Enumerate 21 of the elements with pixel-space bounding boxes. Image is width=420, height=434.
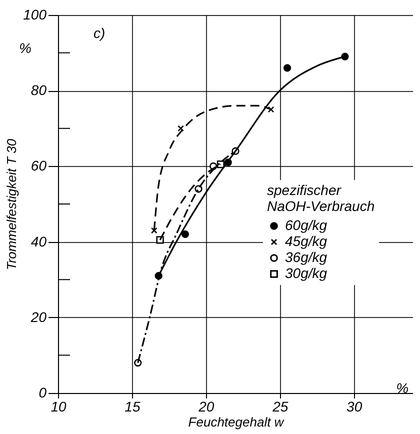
y-tick-label: 20 xyxy=(30,308,47,325)
legend-label: 36g/kg xyxy=(285,249,328,265)
x-tick-label: 15 xyxy=(124,398,140,414)
y-tick-label: 80 xyxy=(30,82,47,98)
legend-label: 45g/kg xyxy=(285,233,328,249)
text: % xyxy=(18,40,32,56)
x-tick-label: 20 xyxy=(198,398,214,414)
y-tick-label: 40 xyxy=(30,233,47,250)
legend-label: 30g/kg xyxy=(285,265,328,281)
x-tick-label: 25 xyxy=(272,398,288,414)
x-tick-label: 30 xyxy=(346,398,362,414)
x-tick-label: 10 xyxy=(50,398,66,414)
annotation: % xyxy=(396,380,409,396)
y-tick-label: 0 xyxy=(38,384,47,400)
legend-title: spezifischer NaOH-Verbrauch xyxy=(267,182,375,214)
x-axis-title: Feuchtegehalt w xyxy=(188,414,286,430)
legend-label: 60g/kg xyxy=(285,217,328,233)
y-axis-title: Trommelfestigkeit T 30 xyxy=(4,138,20,270)
y-tick-label: 100 xyxy=(23,6,47,22)
y-tick-label: 60 xyxy=(30,158,47,174)
annotation: c) xyxy=(94,24,106,41)
